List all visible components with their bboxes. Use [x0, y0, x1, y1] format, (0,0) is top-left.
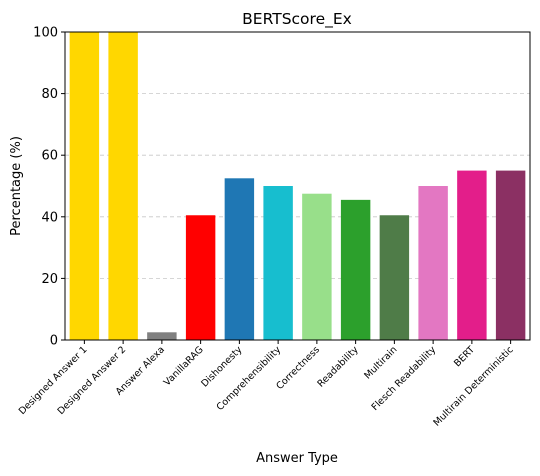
- x-tick-label: Multirain Deterministic: [431, 344, 515, 428]
- axes-border: [64, 31, 531, 341]
- x-tick-label: Multirain: [362, 344, 399, 381]
- chart-title: BERTScore_Ex: [242, 10, 352, 29]
- bar: [457, 170, 487, 340]
- y-axis-ticks: 0 20 40 60 80 100: [33, 26, 65, 349]
- x-tick-label: Designed Answer 2: [56, 344, 129, 417]
- bar: [224, 178, 255, 340]
- y-axis-label: Percentage (%): [9, 136, 24, 236]
- bar: [147, 332, 177, 340]
- y-tick-label: 0: [50, 334, 58, 349]
- bar: [108, 32, 138, 340]
- y-tick-label: 80: [41, 87, 58, 102]
- bar: [340, 199, 371, 340]
- gridlines: [65, 93, 530, 279]
- x-tick-label: BERT: [452, 344, 477, 369]
- bar: [185, 215, 216, 340]
- y-tick-label: 40: [41, 210, 58, 225]
- bar: [69, 32, 100, 340]
- axes-frame: [64, 31, 531, 341]
- bar: [495, 170, 526, 340]
- y-tick-label: 20: [41, 272, 58, 287]
- x-tick-label: Comprehensibility: [215, 344, 284, 413]
- y-tick-label: 100: [33, 26, 58, 41]
- y-tick-label: 60: [41, 149, 58, 164]
- x-axis-label: Answer Type: [256, 451, 338, 466]
- x-tick-label: Flesch Readability: [370, 344, 439, 413]
- x-tick-label: Designed Answer 1: [17, 344, 90, 417]
- bar: [263, 186, 293, 340]
- bar: [379, 215, 410, 340]
- x-tick-label: Readability: [315, 344, 361, 390]
- bars: [69, 32, 526, 340]
- bar: [302, 193, 332, 340]
- bar: [418, 186, 448, 340]
